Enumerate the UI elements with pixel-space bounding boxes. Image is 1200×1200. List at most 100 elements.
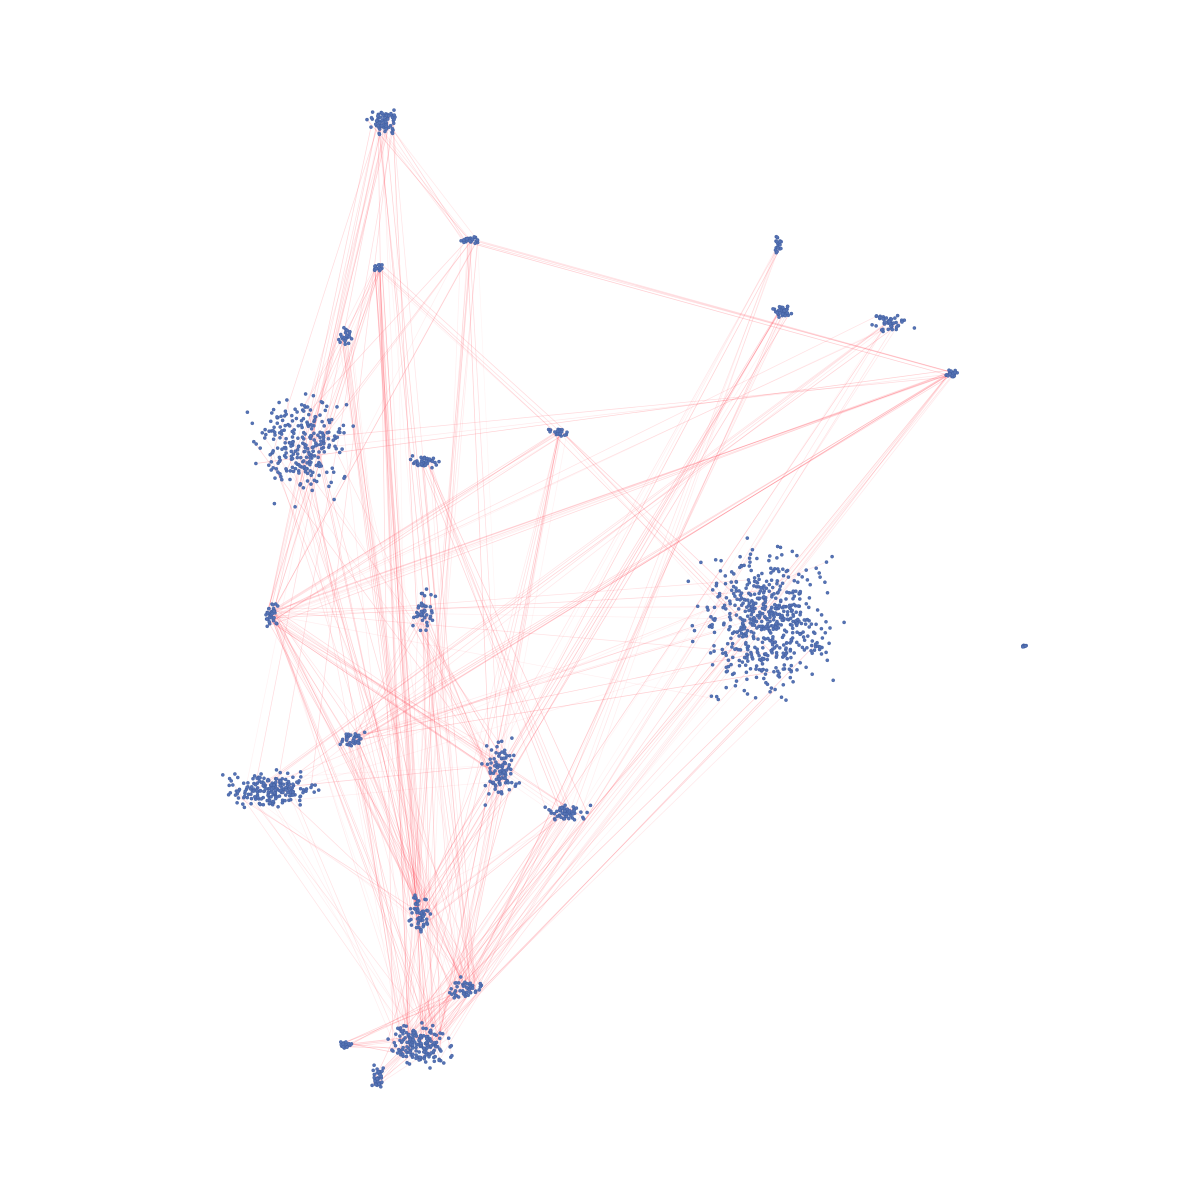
graph-edge xyxy=(469,313,783,986)
graph-edge xyxy=(414,783,517,909)
graph-node xyxy=(428,605,433,609)
graph-node xyxy=(742,634,746,638)
graph-edge xyxy=(342,632,715,742)
graph-node xyxy=(299,402,304,407)
graph-node xyxy=(543,805,548,810)
graph-edge xyxy=(568,242,778,813)
graph-edge xyxy=(355,372,953,742)
graph-node xyxy=(288,477,292,482)
graph-edge xyxy=(548,429,777,658)
graph-node xyxy=(713,558,718,562)
graph-node xyxy=(769,578,774,583)
graph-node xyxy=(1023,644,1028,648)
graph-node xyxy=(752,576,757,580)
graph-node xyxy=(750,547,755,552)
graph-edge xyxy=(410,240,473,909)
graph-edge xyxy=(358,374,948,741)
graph-node xyxy=(495,744,499,749)
graph-node xyxy=(419,462,424,466)
graph-node xyxy=(769,608,773,612)
graph-edge xyxy=(248,794,432,1034)
graph-node xyxy=(734,613,739,617)
graph-edge xyxy=(381,264,568,433)
graph-node xyxy=(792,578,797,583)
graph-edge xyxy=(366,119,469,239)
graph-node xyxy=(320,419,324,424)
graph-node xyxy=(277,459,282,464)
graph-node xyxy=(784,569,789,574)
graph-node xyxy=(410,1046,415,1050)
graph-node xyxy=(303,432,307,436)
graph-node xyxy=(407,1062,412,1066)
graph-node xyxy=(493,787,498,792)
graph-node xyxy=(324,404,329,409)
graph-edge xyxy=(272,613,570,814)
graph-node xyxy=(414,925,419,930)
graph-edge xyxy=(381,125,422,1036)
graph-edge xyxy=(273,431,568,621)
graph-node xyxy=(429,1039,433,1043)
graph-node xyxy=(732,671,736,676)
graph-node xyxy=(881,317,886,321)
graph-node xyxy=(716,697,721,702)
graph-node xyxy=(795,630,799,635)
graph-node xyxy=(493,784,498,788)
graph-edge xyxy=(413,617,494,783)
graph-node xyxy=(245,785,249,790)
graph-node xyxy=(764,579,769,584)
graph-node xyxy=(415,903,420,907)
graph-node xyxy=(765,618,770,622)
graph-node xyxy=(365,117,369,122)
nodes-layer xyxy=(220,108,1028,1089)
graph-node xyxy=(779,598,783,603)
graph-node xyxy=(483,803,488,807)
graph-edge xyxy=(417,310,780,902)
graph-node xyxy=(729,662,733,667)
graph-node xyxy=(462,984,467,988)
graph-edge xyxy=(268,590,765,619)
graph-edge xyxy=(272,764,503,789)
graph-node xyxy=(297,798,302,803)
graph-edge xyxy=(435,772,505,1047)
graph-node xyxy=(277,400,281,405)
graph-node xyxy=(304,787,309,791)
graph-node xyxy=(429,1044,433,1048)
graph-node xyxy=(773,640,778,644)
graph-node xyxy=(229,779,233,783)
graph-edge xyxy=(353,373,955,739)
graph-node xyxy=(509,758,514,763)
graph-edge xyxy=(426,811,569,923)
graph-node xyxy=(778,584,783,589)
graph-node xyxy=(712,649,716,654)
graph-edge xyxy=(275,117,396,797)
graph-node xyxy=(767,582,772,587)
graph-node xyxy=(574,806,579,810)
graph-node xyxy=(775,644,779,648)
graph-edge xyxy=(310,268,381,436)
graph-edge xyxy=(354,735,471,984)
graph-node xyxy=(424,459,429,464)
graph-node xyxy=(265,611,270,615)
graph-node xyxy=(298,786,303,791)
graph-edge xyxy=(272,452,417,899)
graph-node xyxy=(755,647,760,652)
graph-node xyxy=(266,606,271,611)
graph-edge xyxy=(275,622,508,782)
graph-node xyxy=(749,652,754,657)
graph-edge xyxy=(253,441,510,790)
graph-node xyxy=(752,616,756,620)
graph-node xyxy=(772,646,777,650)
graph-node xyxy=(258,446,263,450)
graph-node xyxy=(690,639,695,644)
graph-edge xyxy=(379,134,421,631)
graph-edge xyxy=(403,912,422,1031)
graph-node xyxy=(375,1067,379,1071)
graph-edge xyxy=(357,742,407,1057)
graph-node xyxy=(278,435,282,440)
graph-node xyxy=(775,669,780,674)
graph-node xyxy=(517,781,522,785)
graph-node xyxy=(497,769,502,774)
graph-node xyxy=(308,433,313,438)
graph-node xyxy=(410,1043,415,1047)
graph-node xyxy=(712,644,716,648)
